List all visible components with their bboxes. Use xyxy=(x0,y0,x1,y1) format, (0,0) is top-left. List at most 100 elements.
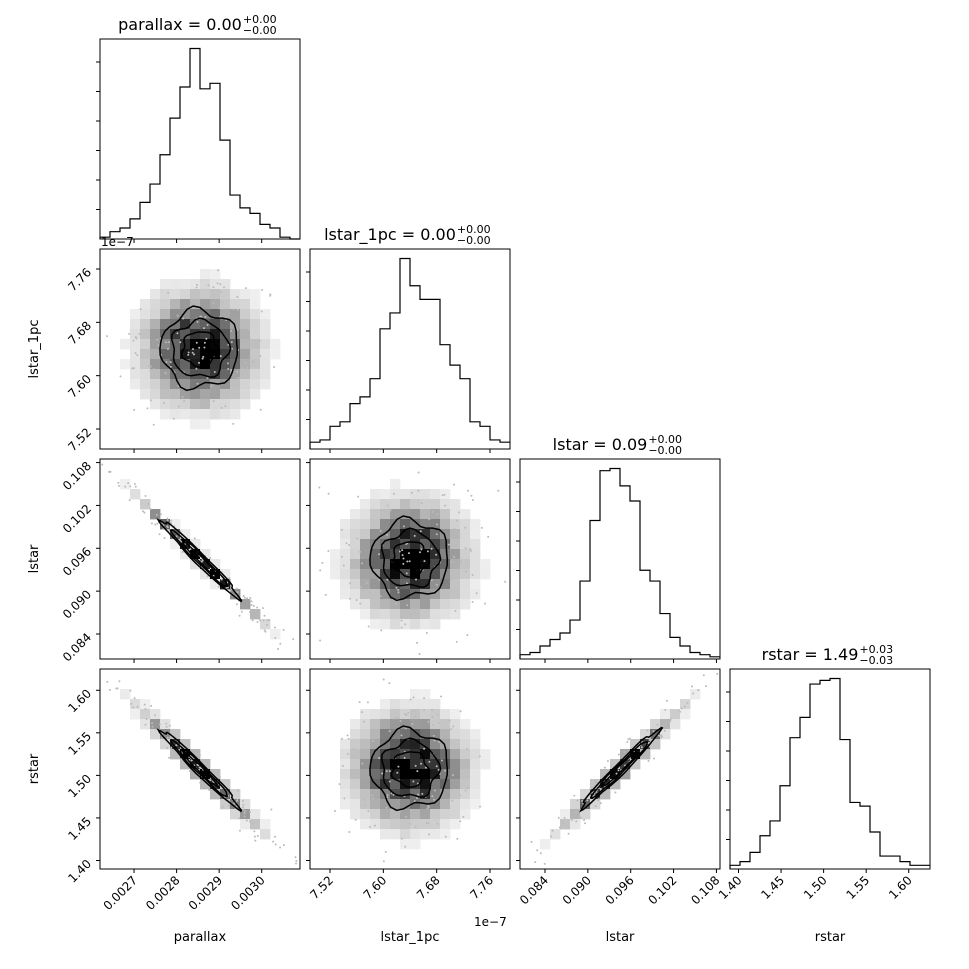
density-cell xyxy=(390,799,401,810)
density-cell xyxy=(180,549,191,560)
density-cell xyxy=(180,759,191,770)
sample-point xyxy=(258,339,261,342)
density-cell xyxy=(420,509,431,520)
sample-point xyxy=(449,728,452,731)
density-cell xyxy=(350,799,361,810)
sample-point xyxy=(253,830,256,833)
density-cell xyxy=(380,539,391,550)
sample-point xyxy=(333,810,336,813)
density-cell xyxy=(480,559,491,570)
density-cell xyxy=(210,299,221,310)
sample-point xyxy=(386,578,389,581)
sample-point xyxy=(584,822,587,825)
density-cell xyxy=(150,729,161,740)
sample-point xyxy=(143,511,146,514)
density-cell xyxy=(600,769,611,780)
density-cell xyxy=(420,749,431,760)
density-cell xyxy=(430,569,441,580)
sample-point xyxy=(430,547,433,550)
sample-point xyxy=(428,760,431,763)
sample-point xyxy=(403,712,406,715)
density-cell xyxy=(480,569,491,580)
density-cell xyxy=(230,299,241,310)
ytick-label-lstar: 0.096 xyxy=(60,545,94,579)
sample-point xyxy=(249,596,252,599)
density-cell xyxy=(450,709,461,720)
sample-point xyxy=(617,753,620,756)
density-cell xyxy=(340,549,351,560)
sample-point xyxy=(167,341,170,344)
density-cell xyxy=(200,549,211,560)
density-cell xyxy=(170,739,181,750)
sample-point xyxy=(561,821,564,824)
sample-point xyxy=(128,499,131,502)
sample-point xyxy=(410,608,413,611)
sample-point xyxy=(417,471,420,474)
sample-point xyxy=(256,834,259,837)
sample-point xyxy=(586,799,589,802)
density-cell xyxy=(580,789,591,800)
density-cell xyxy=(430,609,441,620)
density-cell xyxy=(200,299,211,310)
density-cell xyxy=(130,489,141,500)
sample-point xyxy=(218,776,221,779)
panel-frame xyxy=(309,458,511,660)
density-cell xyxy=(200,269,211,280)
sample-point xyxy=(206,377,209,380)
sample-point xyxy=(146,407,149,410)
density-cell xyxy=(460,749,471,760)
sample-point xyxy=(209,779,212,782)
density-cell xyxy=(680,709,691,720)
sample-point xyxy=(105,335,108,338)
sample-point xyxy=(394,602,397,605)
density-cell xyxy=(400,539,411,550)
sample-point xyxy=(431,510,434,513)
panel-frame xyxy=(309,668,511,870)
density-cell xyxy=(430,819,441,830)
sample-point xyxy=(413,709,416,712)
density-cell xyxy=(400,759,411,770)
density-cell xyxy=(240,379,251,390)
sample-point xyxy=(571,817,574,820)
sample-point xyxy=(455,640,458,643)
sample-point xyxy=(388,770,391,773)
density-cell xyxy=(370,759,381,770)
density-cell xyxy=(250,329,261,340)
xtick-label-rstar: 1.40 xyxy=(716,873,745,902)
density-cell xyxy=(210,269,221,280)
density-cell xyxy=(340,519,351,530)
density-cell xyxy=(170,519,181,530)
sample-point xyxy=(196,382,199,385)
density-cell xyxy=(440,519,451,530)
sample-point xyxy=(379,595,382,598)
sample-point xyxy=(407,711,410,714)
sample-point xyxy=(451,578,454,581)
density-cell xyxy=(220,319,231,330)
title-lstar: lstar = 0.09 +0.00−0.00 xyxy=(553,433,682,457)
density-cell xyxy=(410,539,421,550)
sample-point xyxy=(436,713,439,716)
density-cell xyxy=(200,309,211,320)
density-cell xyxy=(360,539,371,550)
density-cell xyxy=(600,789,611,800)
sample-point xyxy=(149,365,152,368)
density-cell xyxy=(160,409,171,420)
sample-point xyxy=(117,481,120,484)
density-cell xyxy=(240,309,251,320)
density-cell xyxy=(120,359,131,370)
sample-point xyxy=(348,597,351,600)
sample-point xyxy=(425,631,428,634)
sample-point xyxy=(433,798,436,801)
density-cell xyxy=(160,309,171,320)
density-cell xyxy=(200,779,211,790)
sample-point xyxy=(464,789,467,792)
density-cell xyxy=(400,519,411,530)
density-cell xyxy=(220,309,231,320)
sample-point xyxy=(345,542,348,545)
sample-point xyxy=(205,337,208,340)
title-text: lstar_1pc = 0.00 xyxy=(324,225,456,245)
sample-point xyxy=(437,741,440,744)
density-cell xyxy=(390,609,401,620)
sample-point xyxy=(152,368,155,371)
sample-point xyxy=(243,815,246,818)
